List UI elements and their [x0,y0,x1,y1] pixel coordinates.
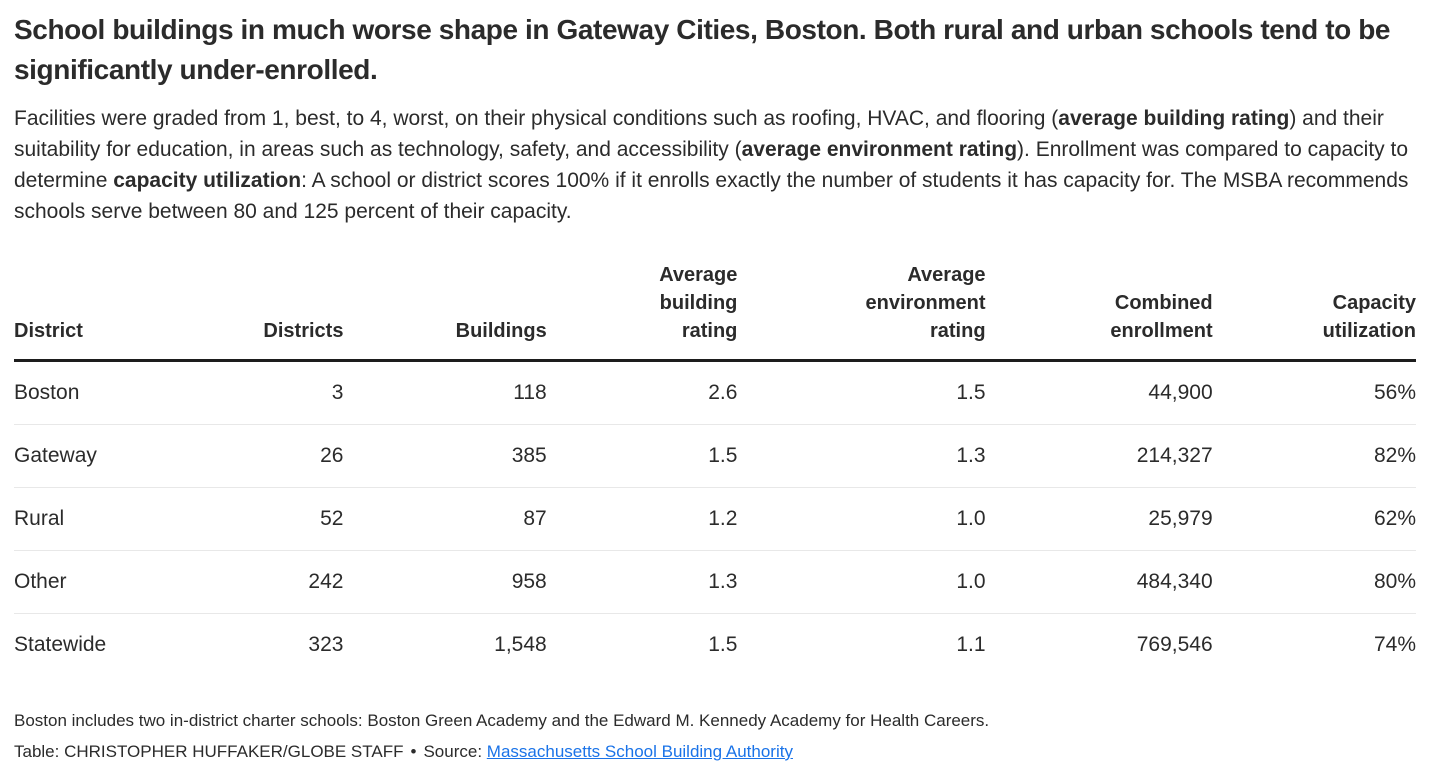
cell-capacity-utilization: 74% [1212,613,1416,676]
cell-districts: 323 [154,613,344,676]
credit-text: Table: CHRISTOPHER HUFFAKER/GLOBE STAFF [14,742,404,761]
column-header-buildings: Buildings [343,261,547,362]
column-header-combined-enrollment: Combined enrollment [985,261,1213,362]
column-header-capacity-utilization: Capacity utilization [1212,261,1416,362]
credit-separator: • [410,742,417,761]
table-footnote: Boston includes two in-district charter … [14,711,990,730]
cell-capacity-utilization: 82% [1212,424,1416,488]
cell-combined-enrollment: 44,900 [1148,381,1213,404]
cell-district: Gateway [14,424,155,488]
cell-avg-building-rating: 1.3 [546,550,738,614]
cell-capacity-utilization: 62% [1212,487,1416,551]
cell-avg-environment-rating: 1.3 [737,424,986,488]
cell-district: Boston [14,381,80,404]
cell-avg-environment-rating: 1.0 [737,487,986,551]
cell-capacity-utilization: 80% [1212,550,1416,614]
cell-buildings: 958 [343,550,547,614]
column-header-districts: Districts [154,261,344,362]
table-row-other: Other 242 958 1.3 1.0 484,340 80% [14,550,1416,614]
description-segment: : A school or district scores 100% if it… [14,169,1409,223]
description-segment: ) and their suitability for education, i… [14,107,1384,161]
cell-capacity-utilization: 56% [1373,381,1416,404]
cell-combined-enrollment: 769,546 [985,613,1213,676]
cell-combined-enrollment: 25,979 [985,487,1213,551]
cell-avg-environment-rating: 1.0 [737,550,986,614]
cell-districts: 26 [154,424,344,488]
description-segment-bold: capacity utilization [113,169,302,192]
description-segment-bold: average building rating [1058,107,1290,130]
cell-avg-building-rating: 1.5 [546,613,738,676]
cell-avg-environment-rating: 1.5 [956,381,986,404]
source-label: Source: [423,742,483,761]
table-row-gateway: Gateway 26 385 1.5 1.3 214,327 82% [14,424,1416,488]
table-header-row: District Districts Buildings Average bui… [14,261,1416,362]
cell-combined-enrollment: 484,340 [985,550,1213,614]
column-header-district: District [14,261,155,362]
table-row-rural: Rural 52 87 1.2 1.0 25,979 62% [14,487,1416,551]
cell-districts: 52 [154,487,344,551]
cell-avg-environment-rating: 1.1 [737,613,986,676]
cell-districts: 3 [331,381,344,404]
cell-buildings: 118 [513,381,547,404]
cell-combined-enrollment: 214,327 [985,424,1213,488]
cell-avg-building-rating: 1.2 [546,487,738,551]
page-title: School buildings in much worse shape in … [14,14,1391,85]
cell-districts: 242 [154,550,344,614]
cell-district: Statewide [14,613,155,676]
cell-avg-building-rating: 1.5 [546,424,738,488]
credit-line: Table: CHRISTOPHER HUFFAKER/GLOBE STAFF •… [14,741,1418,763]
column-header-avg-building-rating: Average building rating [546,261,738,362]
cell-district: Rural [14,487,155,551]
table-row-statewide: Statewide 323 1,548 1.5 1.1 769,546 74% [14,613,1416,676]
description-segment: ). Enrollment was compared to capacity t… [14,138,1409,192]
page-description: Facilities were graded from 1, best, to … [14,103,1418,227]
column-header-avg-environment-rating: Average environment rating [737,261,986,362]
description-segment: Facilities were graded from 1, best, to … [14,107,1059,130]
cell-district: Other [14,550,155,614]
cell-avg-building-rating: 2.6 [708,381,738,404]
table-row-boston: Boston 3 118 2.6 1.5 44,900 56% [14,361,1416,425]
source-link[interactable]: Massachusetts School Building Authority [486,742,793,761]
description-segment-bold: average environment rating [741,138,1018,161]
cell-buildings: 1,548 [343,613,547,676]
districts-table: District Districts Buildings Average bui… [14,261,1416,676]
cell-buildings: 385 [343,424,547,488]
cell-buildings: 87 [343,487,547,551]
